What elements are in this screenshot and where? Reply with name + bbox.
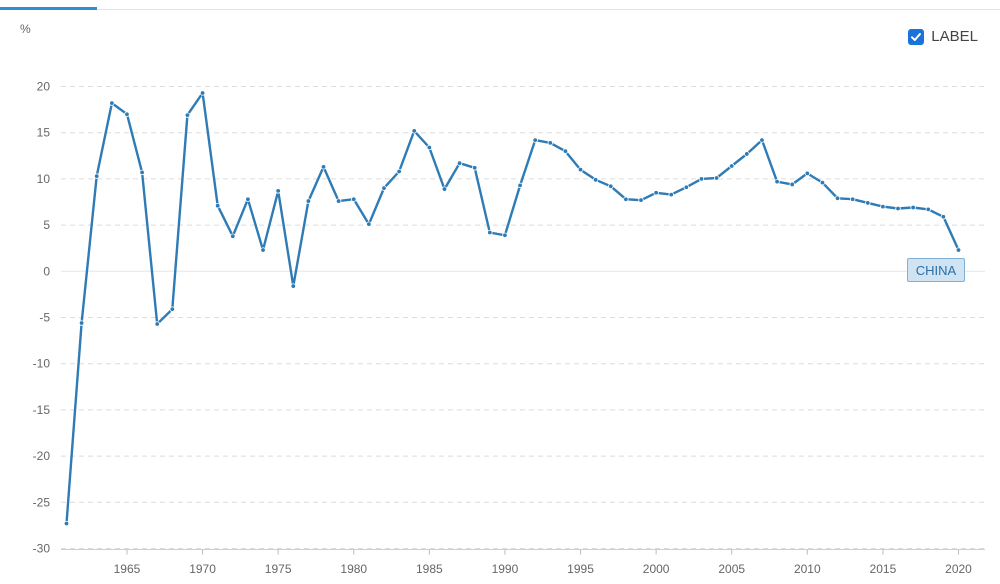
data-point[interactable] [910,204,916,211]
data-point[interactable] [109,100,115,106]
data-point[interactable] [532,137,538,143]
y-tick-label: -20 [33,449,51,463]
data-point[interactable] [744,151,750,157]
label-toggle-text: LABEL [931,28,978,45]
header-divider [0,9,1000,10]
data-point[interactable] [411,128,417,134]
data-point[interactable] [396,168,402,175]
data-point[interactable] [351,196,357,202]
x-axis-ticks: 1965 1970 1975 1980 1985 1990 1995 2000 2005 2010… [114,549,972,576]
data-point[interactable] [517,182,523,189]
y-tick-label: 5 [43,218,50,232]
data-point[interactable] [759,137,765,143]
y-tick-label: 10 [37,172,51,186]
y-axis-ticks: 20 15 10 5 0 -5 -10 -15 -20 -25 -30 [33,80,51,556]
active-tab-indicator [0,7,97,10]
data-point[interactable] [562,148,569,154]
series-line [65,91,960,524]
x-tick-label: 2015 [870,562,897,576]
data-point[interactable] [366,221,372,227]
data-point[interactable] [184,112,191,118]
x-tick-label: 1995 [567,562,594,576]
data-point[interactable] [880,203,886,210]
data-point[interactable] [698,176,705,182]
data-point[interactable] [834,195,841,202]
checkmark-icon [911,32,922,41]
data-point[interactable] [275,188,281,194]
y-tick-label: -30 [33,542,51,556]
data-point[interactable] [849,196,856,202]
data-point[interactable] [865,200,871,206]
data-point[interactable] [577,166,584,173]
data-point[interactable] [78,320,85,326]
data-point[interactable] [804,170,811,177]
y-tick-label: 20 [37,80,51,94]
data-point[interactable] [154,321,160,327]
x-tick-label: 2005 [718,562,745,576]
data-point[interactable] [472,165,478,171]
data-point[interactable] [290,283,296,289]
data-point[interactable] [260,247,266,253]
y-tick-label: 0 [43,264,50,278]
series-layer [63,90,962,527]
y-tick-label: -25 [33,495,51,509]
data-point[interactable] [169,306,176,312]
data-point[interactable] [214,202,221,209]
data-point[interactable] [139,169,145,176]
data-point[interactable] [63,520,70,527]
data-point[interactable] [592,177,599,183]
data-point[interactable] [199,90,206,96]
data-point[interactable] [638,197,644,203]
data-point[interactable] [502,232,508,238]
x-tick-label: 1990 [492,562,519,576]
data-point[interactable] [774,178,780,185]
data-point[interactable] [335,198,342,204]
data-point[interactable] [124,111,130,117]
y-tick-label: -10 [33,357,51,371]
data-point[interactable] [653,190,659,196]
x-tick-label: 1980 [340,562,367,576]
data-point[interactable] [426,144,433,151]
y-tick-label: 15 [37,126,51,140]
x-tick-label: 1985 [416,562,443,576]
y-axis-unit-label: % [20,22,31,36]
data-point[interactable] [623,196,629,202]
y-tick-label: -5 [39,311,50,325]
data-point[interactable] [94,173,100,179]
data-point[interactable] [320,164,327,170]
x-tick-label: 1970 [189,562,216,576]
data-point[interactable] [955,247,962,253]
data-point[interactable] [819,179,826,186]
data-point[interactable] [441,186,448,192]
x-tick-label: 1975 [265,562,292,576]
data-point[interactable] [789,181,795,188]
x-tick-label: 2000 [643,562,670,576]
data-point[interactable] [547,140,553,146]
data-point[interactable] [245,196,251,202]
x-tick-label: 2010 [794,562,821,576]
y-tick-label: -15 [33,403,51,417]
grid-lines [61,86,985,550]
data-point[interactable] [381,185,387,191]
data-point[interactable] [895,205,901,212]
x-tick-label: 2020 [945,562,972,576]
series-end-label[interactable]: CHINA [907,258,965,282]
label-checkbox[interactable] [908,28,925,45]
data-point[interactable] [456,160,463,166]
data-point[interactable] [487,229,493,236]
data-point[interactable] [940,214,947,220]
data-point[interactable] [729,163,735,169]
data-point[interactable] [305,198,312,204]
data-point[interactable] [925,206,931,213]
data-point[interactable] [668,191,674,198]
x-tick-label: 1965 [114,562,141,576]
data-point[interactable] [713,175,720,181]
data-point[interactable] [683,184,690,190]
data-point[interactable] [608,183,614,189]
data-point[interactable] [230,233,236,239]
label-toggle[interactable]: LABEL [908,28,978,45]
